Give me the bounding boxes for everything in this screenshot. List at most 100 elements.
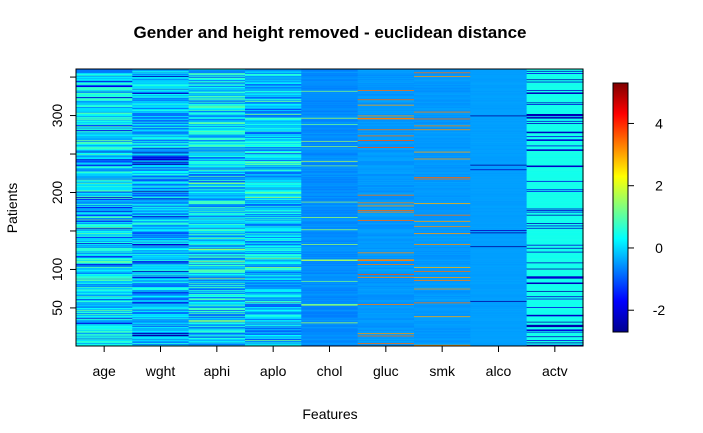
heatmap-cell xyxy=(132,219,190,221)
heatmap-cell xyxy=(414,136,471,138)
heatmap-cell xyxy=(188,281,246,283)
heatmap-cell xyxy=(188,117,246,119)
heatmap-cell xyxy=(526,212,584,214)
heatmap-cell xyxy=(245,266,302,268)
heatmap-cell xyxy=(188,318,246,320)
heatmap-cell xyxy=(414,274,471,276)
heatmap-cell xyxy=(414,340,471,342)
heatmap-cell xyxy=(526,138,584,140)
heatmap-cell xyxy=(132,221,190,223)
heatmap-cell xyxy=(357,287,415,289)
heatmap-cell xyxy=(245,278,302,280)
heatmap-cell xyxy=(470,189,528,191)
heatmap-cell xyxy=(357,319,415,321)
heatmap-cell xyxy=(470,322,528,325)
heatmap-cell xyxy=(470,343,528,345)
heatmap-cell xyxy=(76,266,133,268)
heatmap-cell xyxy=(132,80,190,82)
heatmap-cell xyxy=(188,261,246,263)
heatmap-cell xyxy=(132,154,190,156)
heatmap-cell xyxy=(301,161,359,163)
heatmap-cell xyxy=(414,142,471,144)
heatmap-cell xyxy=(245,208,302,210)
heatmap-cell xyxy=(76,265,133,268)
heatmap-cell xyxy=(188,299,246,301)
heatmap-cell xyxy=(245,247,302,249)
heatmap-cell xyxy=(301,218,359,220)
heatmap-cell xyxy=(76,166,133,168)
heatmap-cell xyxy=(357,142,415,144)
heatmap-cell xyxy=(245,313,302,315)
heatmap-cell xyxy=(526,190,584,192)
heatmap-cell xyxy=(414,273,471,275)
heatmap-cell xyxy=(357,101,415,103)
heatmap-cell xyxy=(301,82,359,84)
heatmap-cell xyxy=(245,314,302,316)
heatmap-cell xyxy=(132,108,190,110)
heatmap-cell xyxy=(188,192,246,194)
heatmap-cell xyxy=(132,158,190,160)
heatmap-cell xyxy=(188,175,246,177)
heatmap-cell xyxy=(357,203,415,205)
heatmap-cell xyxy=(526,104,584,106)
heatmap-cell xyxy=(76,135,133,137)
heatmap-cell xyxy=(76,132,133,134)
heatmap-cell xyxy=(188,235,246,237)
heatmap-cell xyxy=(470,112,528,114)
heatmap-cell xyxy=(301,219,359,221)
heatmap-cell xyxy=(132,270,190,272)
heatmap-cell xyxy=(526,122,584,124)
heatmap-cell xyxy=(245,250,302,252)
heatmap-cell xyxy=(76,300,133,302)
heatmap-cell xyxy=(301,192,359,194)
heatmap-cell xyxy=(526,142,584,144)
heatmap-cell xyxy=(414,173,471,175)
heatmap-cell xyxy=(245,202,302,204)
heatmap-cell xyxy=(245,109,302,111)
heatmap-cell xyxy=(526,337,584,339)
heatmap-cell xyxy=(245,340,302,342)
heatmap-cell xyxy=(526,258,584,260)
heatmap-cell xyxy=(76,87,133,89)
heatmap-cell xyxy=(245,316,302,318)
heatmap-cell xyxy=(301,316,359,318)
heatmap-cell xyxy=(132,222,190,225)
heatmap-cell xyxy=(301,329,359,331)
heatmap-cell xyxy=(245,116,302,118)
heatmap-cell xyxy=(357,253,415,255)
heatmap-cell xyxy=(132,210,190,212)
heatmap-cell xyxy=(188,222,246,225)
heatmap-cell xyxy=(414,332,471,335)
heatmap-cell xyxy=(132,323,190,325)
heatmap-cell xyxy=(470,222,528,224)
heatmap-cell xyxy=(526,302,584,304)
heatmap-cell xyxy=(301,278,359,280)
heatmap-cell xyxy=(526,76,584,78)
heatmap-cell xyxy=(188,212,246,215)
heatmap-cell xyxy=(470,139,528,141)
heatmap-cell xyxy=(245,294,302,296)
heatmap-cell xyxy=(76,299,133,301)
heatmap-cell xyxy=(245,214,302,216)
heatmap-cell xyxy=(357,312,415,315)
heatmap-cell xyxy=(245,249,302,251)
heatmap-cell xyxy=(132,214,190,216)
heatmap-cell xyxy=(245,309,302,311)
heatmap-cell xyxy=(414,148,471,150)
heatmap-cell xyxy=(526,130,584,132)
heatmap-cell xyxy=(526,153,584,155)
heatmap-cell xyxy=(357,195,415,197)
heatmap-cell xyxy=(76,115,133,117)
heatmap-cell xyxy=(526,200,584,202)
heatmap-cell xyxy=(245,149,302,151)
heatmap-cell xyxy=(414,298,471,300)
heatmap-cell xyxy=(245,92,302,94)
heatmap-cell xyxy=(414,206,471,208)
heatmap-cell xyxy=(526,284,584,286)
heatmap-cell xyxy=(357,199,415,201)
heatmap-cell xyxy=(357,139,415,141)
heatmap-cell xyxy=(76,180,133,182)
heatmap-cell xyxy=(526,279,584,281)
heatmap-cell xyxy=(470,265,528,268)
heatmap-cell xyxy=(245,158,302,160)
